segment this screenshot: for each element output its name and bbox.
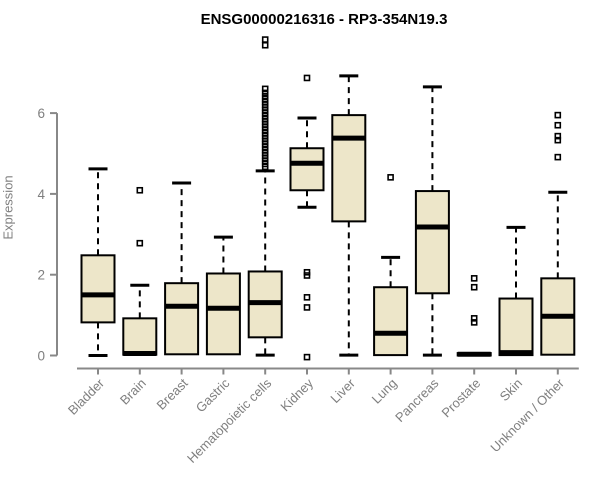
outlier-point [303, 294, 311, 301]
boxplot-group [373, 174, 409, 357]
outlier-point [303, 272, 311, 279]
y-tick-label: 4 [37, 187, 45, 202]
outlier-point [261, 41, 269, 49]
iqr-box [498, 297, 534, 357]
outlier-point [554, 136, 562, 144]
iqr-box [122, 317, 158, 356]
iqr-box [373, 286, 409, 357]
outlier-point [554, 153, 562, 161]
iqr-box [205, 272, 241, 356]
outlier-point [303, 304, 311, 311]
x-tick-label: Pancreas [392, 375, 442, 425]
boxplot-group [498, 225, 534, 357]
outlier-point [136, 239, 144, 247]
y-tick-label: 6 [37, 106, 45, 121]
outlier-point [303, 74, 311, 82]
boxplot-group [205, 235, 241, 356]
outlier-point [470, 315, 478, 322]
x-tick-label: Brain [117, 376, 149, 408]
outlier-point [470, 275, 478, 282]
iqr-box [331, 114, 367, 223]
x-tick-label: Kidney [277, 375, 316, 414]
outlier-point [303, 353, 311, 361]
x-tick-label: Prostate [438, 376, 483, 421]
outlier-point [554, 121, 562, 129]
outlier-point [554, 132, 562, 140]
boxplot-group [122, 186, 158, 356]
y-tick-label: 2 [37, 268, 45, 283]
iqr-box [289, 147, 325, 192]
boxplot-group [331, 74, 367, 357]
outlier-point [261, 163, 269, 171]
boxplot-group [414, 85, 450, 357]
boxplot-group [289, 74, 325, 361]
boxplot-group [80, 167, 116, 357]
iqr-box [164, 282, 200, 356]
outlier-point [554, 111, 562, 119]
outlier-point [261, 85, 269, 93]
chart-title: ENSG00000216316 - RP3-354N19.3 [200, 11, 448, 28]
y-axis-label: Expression [0, 175, 16, 240]
x-tick-label: Liver [327, 375, 358, 406]
iqr-box [80, 254, 116, 324]
outlier-point [261, 36, 269, 43]
x-tick-label: Lung [369, 376, 400, 407]
outlier-point [136, 186, 144, 194]
outlier-point [470, 283, 478, 291]
x-tick-label: Breast [154, 375, 191, 412]
y-tick-label: 0 [37, 349, 45, 364]
iqr-box [414, 190, 450, 295]
boxplot-group [540, 111, 576, 356]
x-tick-label: Gastric [193, 375, 233, 415]
boxplot-group [247, 36, 283, 357]
boxplot-group [164, 181, 200, 356]
boxplot-group [456, 275, 492, 357]
outlier-point [470, 319, 478, 326]
x-tick-label: Unknown / Other [487, 375, 567, 455]
x-tick-label: Bladder [65, 375, 108, 418]
x-tick-label: Skin [497, 376, 525, 404]
outlier-point [387, 174, 394, 181]
